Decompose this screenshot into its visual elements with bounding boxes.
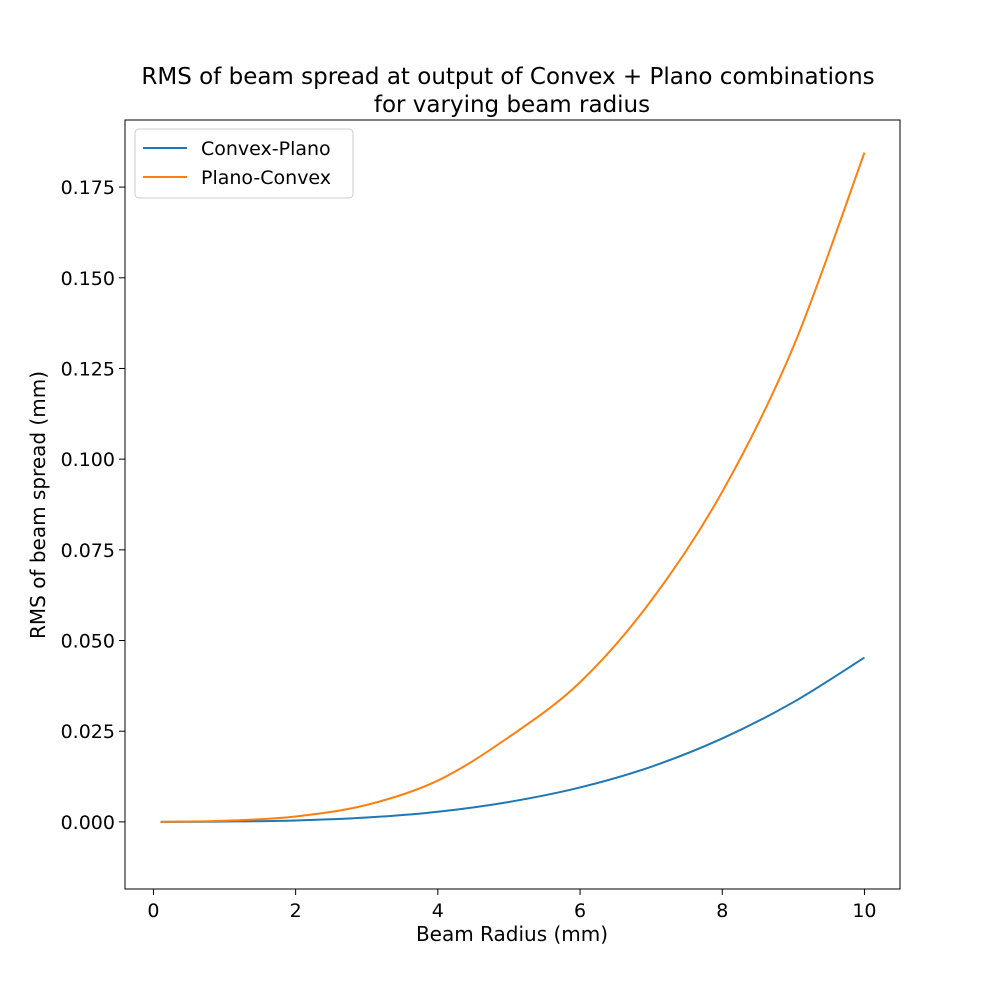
series-line-plano-convex [160,152,866,823]
y-tick-label: 0.100 [61,449,115,471]
series-line-convex-plano [160,656,865,823]
y-tick-label: 0.000 [61,812,115,834]
x-tick-label: 0 [147,900,159,922]
chart-subtitle: for varying beam radius [374,92,650,118]
y-tick-label: 0.075 [61,540,115,562]
legend-box [134,128,354,199]
x-tick-label: 4 [432,900,444,922]
legend: Convex-Plano Plano-Convex [134,128,354,199]
plot-frame [124,119,901,890]
x-axis-label: Beam Radius (mm) [416,922,608,946]
legend-label-convex-plano: Convex-Plano [201,138,331,160]
y-tick-label: 0.125 [61,358,115,380]
chart-title: RMS of beam spread at output of Convex +… [141,64,874,90]
x-tick-label: 2 [290,900,302,922]
y-tick-label: 0.050 [61,631,115,653]
plot-area [125,120,900,889]
x-tick-label: 8 [716,900,728,922]
y-axis-label: RMS of beam spread (mm) [26,371,50,639]
y-axis-ticks: 0.000 0.025 0.050 0.075 0.100 0.125 0.150 0.175 [61,177,125,834]
y-tick-label: 0.175 [61,177,115,199]
series-group [160,152,866,823]
y-tick-label: 0.025 [61,721,115,743]
x-tick-label: 6 [574,900,586,922]
x-axis-ticks: 0 2 4 6 8 10 [147,889,877,922]
y-tick-label: 0.150 [61,268,115,290]
x-tick-label: 10 [852,900,876,922]
legend-label-plano-convex: Plano-Convex [201,167,331,189]
